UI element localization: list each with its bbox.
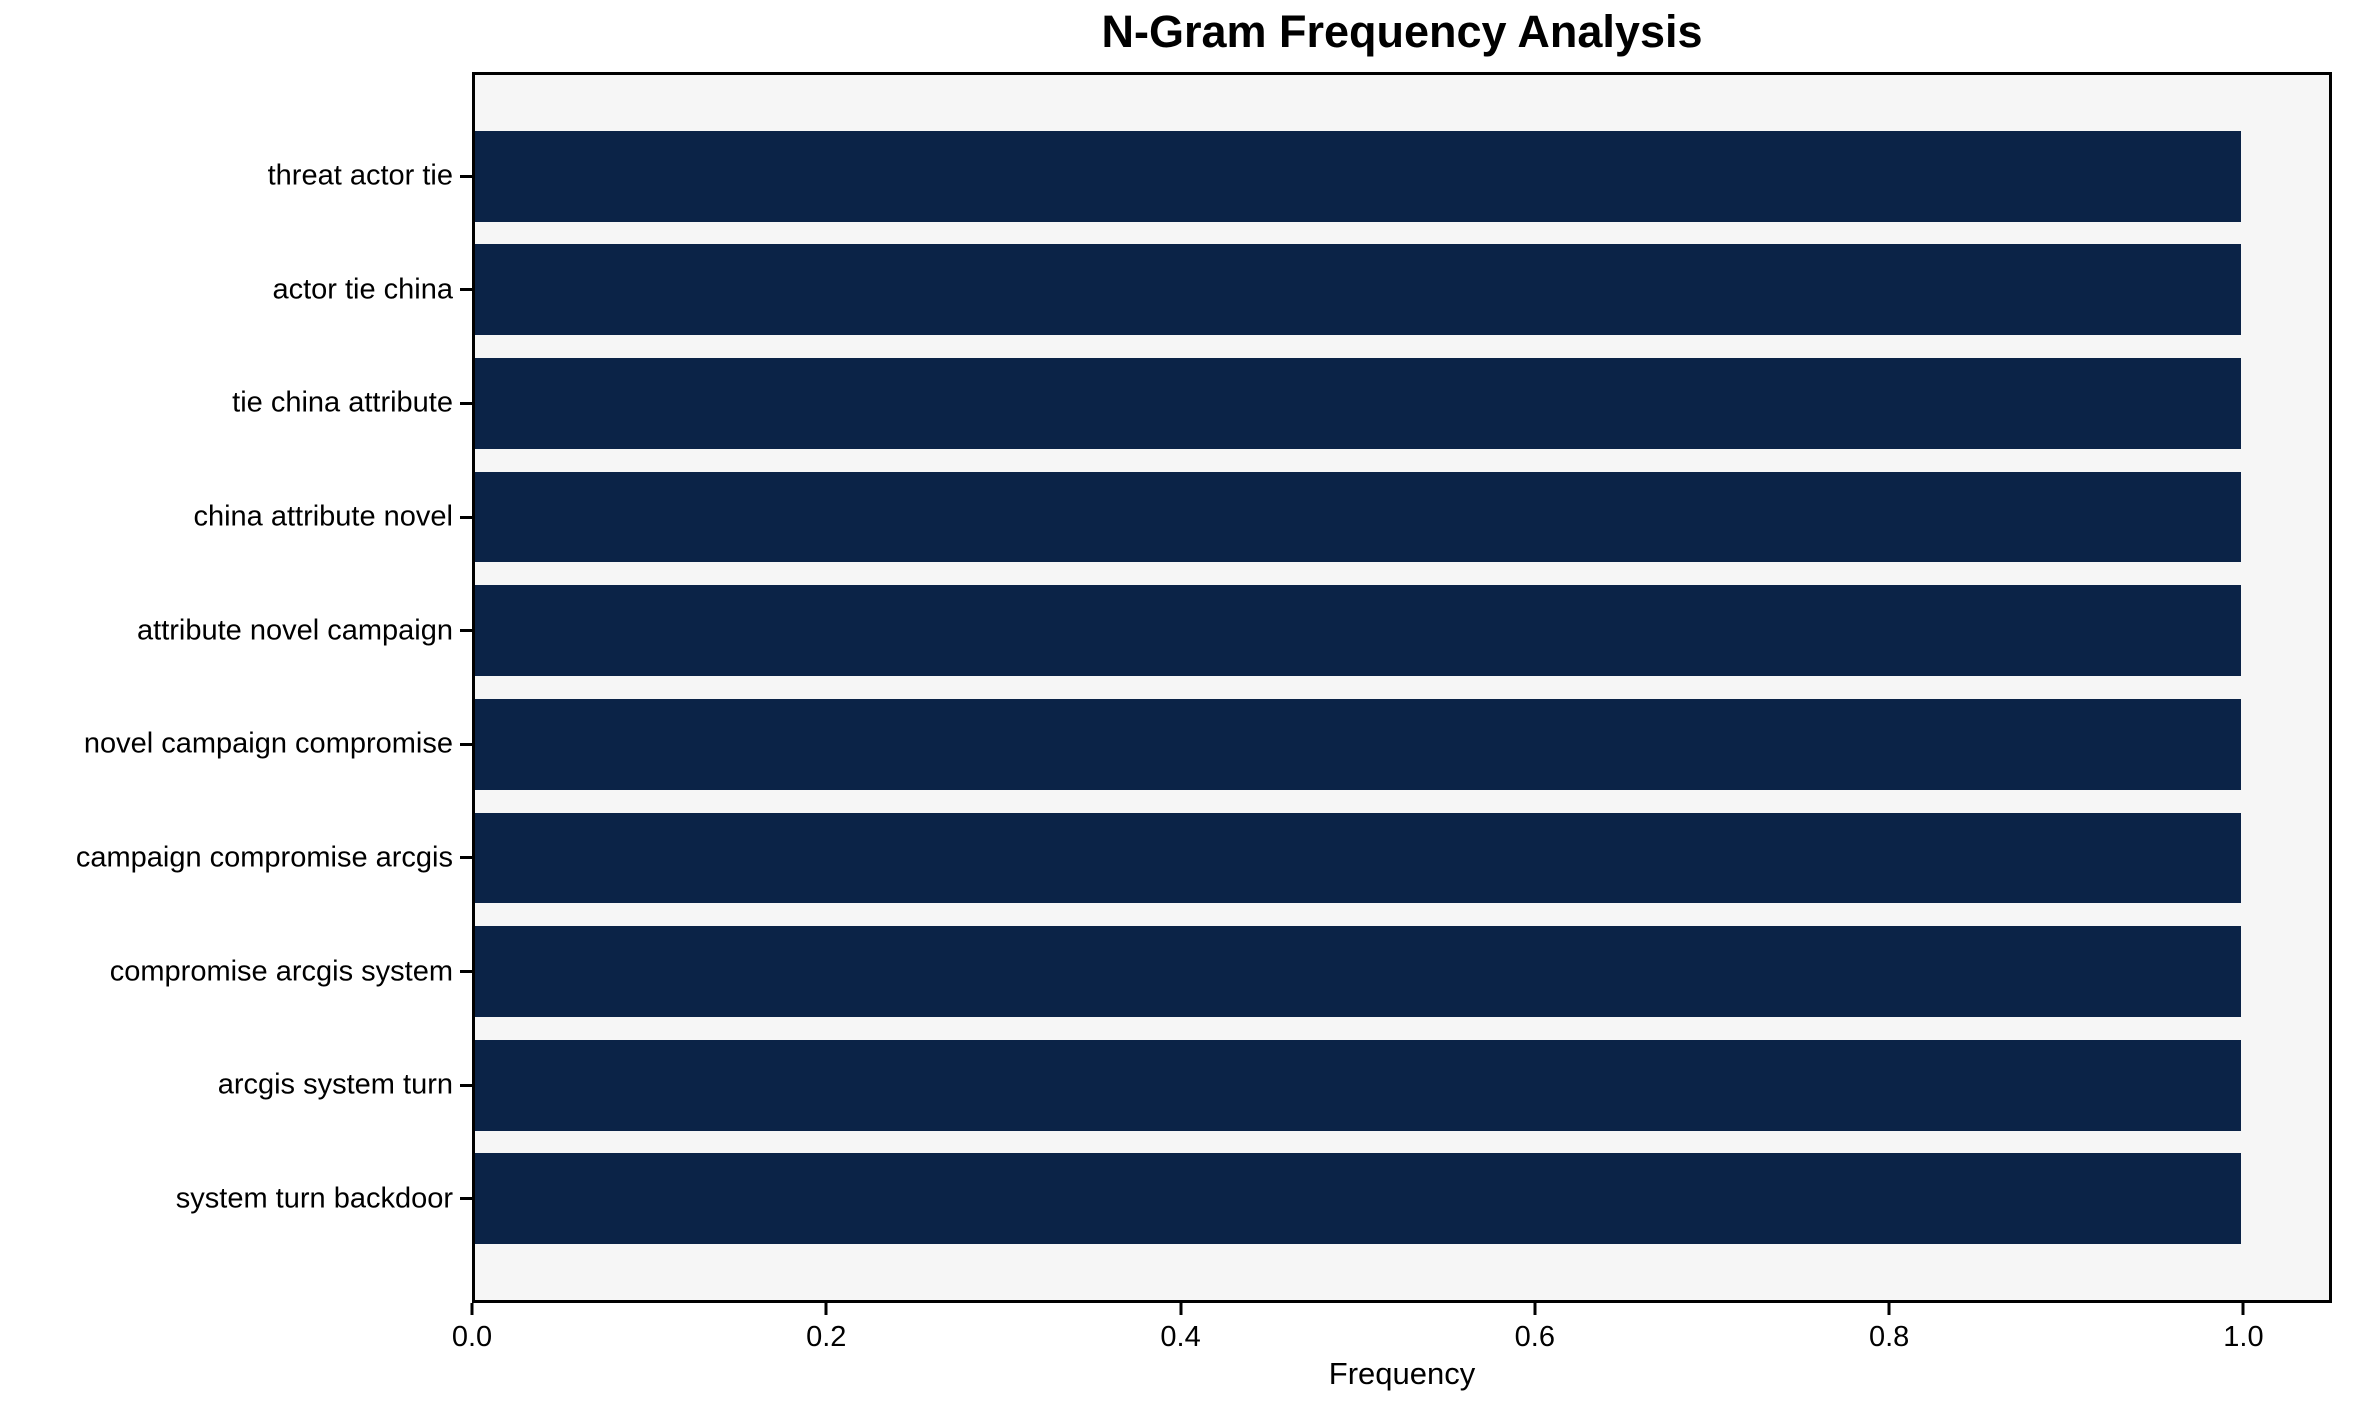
chart-title: N-Gram Frequency Analysis	[1101, 6, 1703, 57]
x-tick-label: 0.0	[451, 1321, 493, 1353]
x-tick-mark	[1179, 1303, 1183, 1315]
y-tick-label: threat actor tie	[267, 159, 453, 192]
y-tick-mark	[460, 288, 472, 292]
y-tick-label: campaign compromise arcgis	[75, 841, 453, 874]
x-tick-mark	[2241, 1303, 2245, 1315]
y-tick-mark	[460, 856, 472, 860]
y-tick-label: actor tie china	[272, 273, 453, 306]
y-tick-mark	[460, 742, 472, 746]
bar	[475, 585, 2241, 677]
bar	[475, 812, 2241, 904]
x-tick-mark	[824, 1303, 828, 1315]
y-tick-label: attribute novel campaign	[137, 614, 453, 647]
y-tick-mark	[460, 401, 472, 405]
y-tick-mark	[460, 629, 472, 633]
y-tick-label: arcgis system turn	[217, 1068, 453, 1101]
bar	[475, 926, 2241, 1018]
bar	[475, 1039, 2241, 1131]
bar	[475, 244, 2241, 336]
y-tick-label: compromise arcgis system	[109, 955, 453, 988]
x-tick-mark	[1533, 1303, 1537, 1315]
y-tick-label: system turn backdoor	[175, 1182, 453, 1215]
x-tick-label: 1.0	[2223, 1321, 2264, 1353]
bar	[475, 1153, 2241, 1245]
x-tick-label: 0.2	[806, 1321, 847, 1353]
y-tick-label: novel campaign compromise	[83, 727, 453, 760]
y-tick-mark	[460, 515, 472, 519]
x-tick-label: 0.6	[1514, 1321, 1556, 1353]
y-tick-mark	[460, 1197, 472, 1201]
bar	[475, 698, 2241, 790]
y-tick-mark	[460, 1083, 472, 1087]
bar	[475, 357, 2241, 449]
x-tick-mark	[470, 1303, 474, 1315]
x-axis: 0.0 0.2 0.4 0.6 0.8 1.0	[452, 1303, 2332, 1403]
x-tick-mark	[1887, 1303, 1891, 1315]
x-tick-label: 0.4	[1160, 1321, 1201, 1353]
x-axis-label: Frequency	[1328, 1356, 1476, 1391]
x-tick-label: 0.8	[1868, 1321, 1910, 1353]
bar	[475, 130, 2241, 222]
y-tick-mark	[460, 174, 472, 178]
y-tick-label: tie china attribute	[232, 386, 453, 419]
bar	[475, 471, 2241, 563]
y-tick-mark	[460, 970, 472, 974]
plot-area: threat actor tie actor tie china tie china…	[76, 72, 2332, 1303]
y-tick-label: china attribute novel	[193, 500, 453, 533]
